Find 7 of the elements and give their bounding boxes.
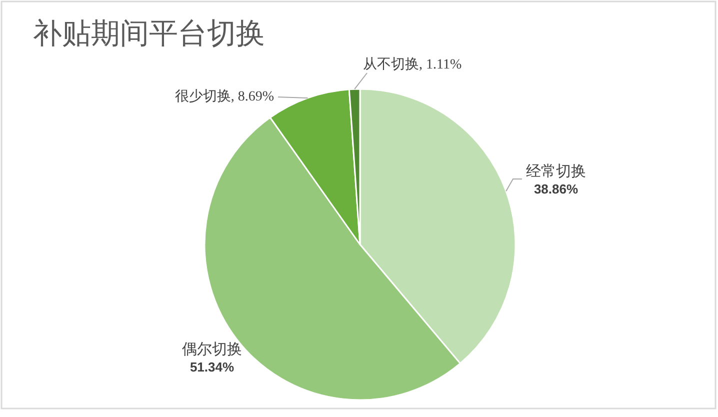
data-label: 38.86% xyxy=(534,182,578,196)
slice-label: 经常切换 xyxy=(526,163,586,180)
data-label: 51.34% xyxy=(190,360,234,374)
slice-label: 从不切换, 1.11% xyxy=(363,56,462,72)
chart-title: 补贴期间平台切换 xyxy=(33,18,265,50)
slice-label: 很少切换, 8.69% xyxy=(174,88,274,104)
slice-label: 偶尔切换 xyxy=(182,341,242,358)
